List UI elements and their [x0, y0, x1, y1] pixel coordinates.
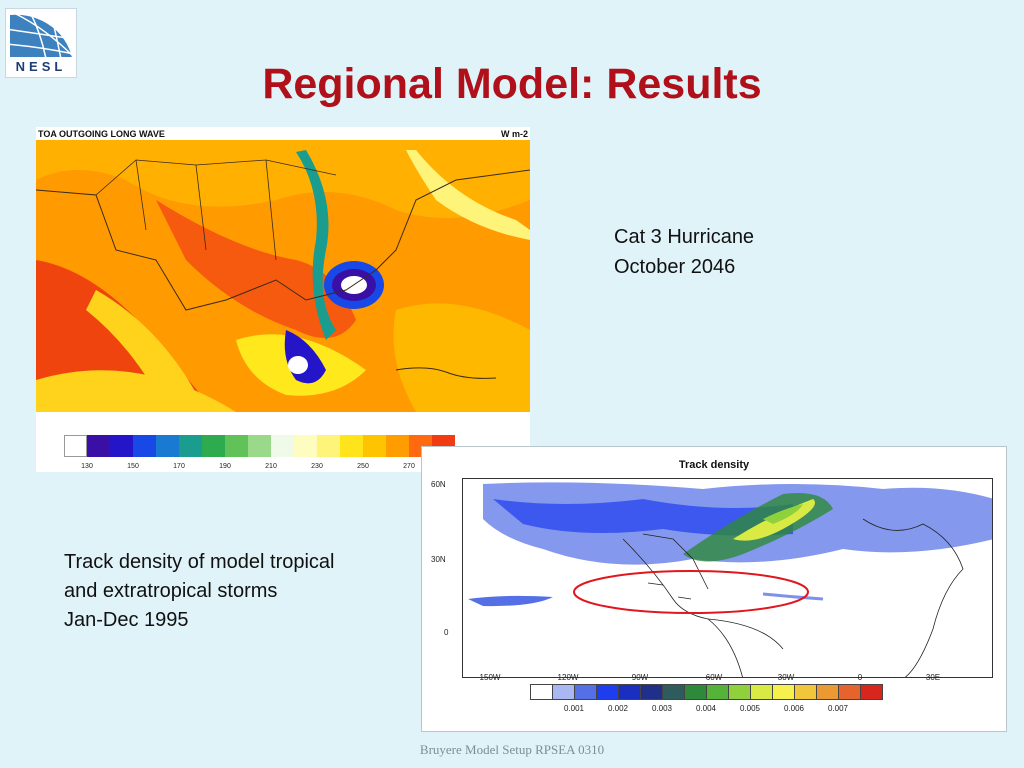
colorbar-tick-label: 0.005 — [739, 704, 761, 713]
olr-map-title: TOA OUTGOING LONG WAVE — [38, 129, 165, 139]
olr-field-image — [36, 140, 530, 412]
x-tick-label: 0 — [857, 673, 863, 682]
colorbar-tick-label: 0.006 — [783, 704, 805, 713]
olr-map: TOA OUTGOING LONG WAVE W m-2 130 150 170 19… — [36, 127, 530, 472]
colorbar-swatch — [179, 435, 202, 457]
colorbar-swatch — [156, 435, 179, 457]
colorbar-tick-label: 190 — [219, 463, 231, 470]
x-tick-label: 30E — [925, 673, 941, 682]
track-density-caption: Track density of model tropical and extr… — [64, 548, 334, 635]
colorbar-swatch — [596, 684, 619, 700]
colorbar-swatch — [202, 435, 225, 457]
slide-title: Regional Model: Results — [262, 60, 762, 108]
colorbar-tick-label: 0.001 — [563, 704, 585, 713]
colorbar-swatch — [684, 684, 707, 700]
track-caption-line: and extratropical storms — [64, 580, 278, 602]
colorbar-swatch — [294, 435, 317, 457]
colorbar-swatch — [750, 684, 773, 700]
colorbar-swatch — [248, 435, 271, 457]
colorbar-swatch — [363, 435, 386, 457]
x-tick-label: 60W — [705, 673, 723, 682]
track-colorbar — [530, 684, 883, 700]
colorbar-swatch — [133, 435, 156, 457]
hurricane-caption-line: Cat 3 Hurricane — [614, 226, 755, 248]
colorbar-tick-label: 270 — [403, 463, 415, 470]
colorbar-swatch — [317, 435, 340, 457]
x-tick-label: 120W — [557, 673, 579, 682]
logo-text: NESL — [15, 59, 67, 74]
colorbar-swatch — [838, 684, 861, 700]
hurricane-caption: Cat 3 Hurricane October 2046 — [614, 222, 754, 282]
y-tick-label: 30N — [431, 555, 446, 564]
nesl-logo: NESL — [5, 8, 77, 78]
olr-map-units: W m-2 — [501, 129, 528, 139]
colorbar-tick-label: 0.007 — [827, 704, 849, 713]
track-density-map: Track density 60N 30N 0 150W 120W 90W 60… — [421, 446, 1007, 732]
track-caption-line: Jan-Dec 1995 — [64, 609, 189, 631]
colorbar-tick-label: 170 — [173, 463, 185, 470]
colorbar-swatch — [728, 684, 751, 700]
colorbar-tick-label: 130 — [81, 463, 93, 470]
colorbar-swatch — [386, 435, 409, 457]
colorbar-swatch — [225, 435, 248, 457]
colorbar-swatch — [706, 684, 729, 700]
track-density-field — [468, 482, 992, 677]
colorbar-swatch — [530, 684, 553, 700]
hurricane-caption-line: October 2046 — [614, 256, 736, 278]
colorbar-swatch — [860, 684, 883, 700]
y-tick-label: 60N — [431, 480, 446, 489]
track-density-title: Track density — [678, 459, 750, 471]
colorbar-swatch — [340, 435, 363, 457]
y-tick-label: 0 — [444, 628, 449, 637]
track-caption-line: Track density of model tropical — [64, 551, 335, 573]
colorbar-swatch — [64, 435, 87, 457]
track-density-plot — [462, 478, 993, 678]
colorbar-swatch — [552, 684, 575, 700]
colorbar-swatch — [271, 435, 294, 457]
globe-grid-icon — [10, 13, 72, 57]
colorbar-tick-label: 230 — [311, 463, 323, 470]
olr-colorbar — [64, 435, 455, 457]
highlight-ellipse — [573, 570, 809, 614]
slide-footer: Bruyere Model Setup RPSEA 0310 — [419, 742, 605, 757]
colorbar-tick-label: 250 — [357, 463, 369, 470]
colorbar-swatch — [794, 684, 817, 700]
colorbar-swatch — [110, 435, 133, 457]
x-tick-label: 30W — [777, 673, 795, 682]
colorbar-tick-label: 0.003 — [651, 704, 673, 713]
x-tick-label: 150W — [479, 673, 501, 682]
colorbar-swatch — [662, 684, 685, 700]
colorbar-swatch — [618, 684, 641, 700]
colorbar-tick-label: 150 — [127, 463, 139, 470]
x-tick-label: 90W — [631, 673, 649, 682]
colorbar-swatch — [574, 684, 597, 700]
colorbar-swatch — [816, 684, 839, 700]
colorbar-swatch — [87, 435, 110, 457]
colorbar-tick-label: 0.004 — [695, 704, 717, 713]
colorbar-swatch — [640, 684, 663, 700]
colorbar-tick-label: 0.002 — [607, 704, 629, 713]
colorbar-swatch — [772, 684, 795, 700]
colorbar-tick-label: 210 — [265, 463, 277, 470]
